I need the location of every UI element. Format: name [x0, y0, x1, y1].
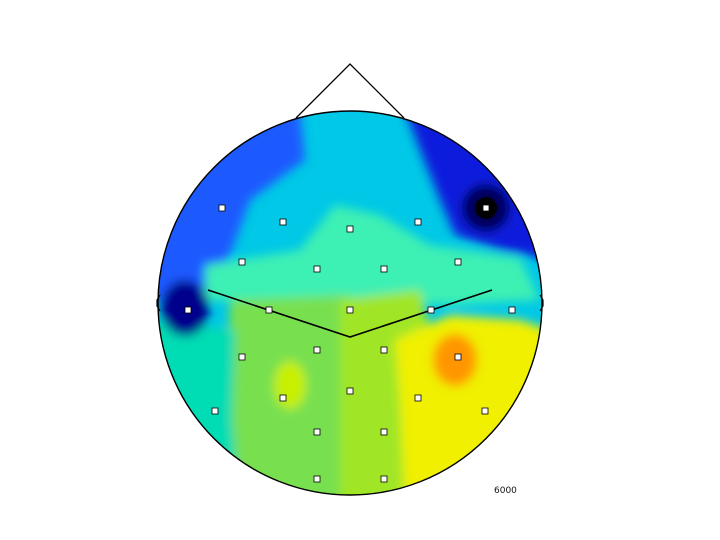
latency-label: 6000 [494, 486, 517, 496]
electrode-marker [454, 353, 462, 361]
electrode-marker [481, 407, 489, 415]
electrode-marker [313, 475, 321, 483]
electrode-markers [184, 204, 516, 483]
electrode-marker [380, 265, 388, 273]
electrode-marker [346, 387, 354, 395]
electrode-marker [238, 258, 246, 266]
electrode-marker [279, 218, 287, 226]
electrode-marker [313, 265, 321, 273]
electrode-marker [508, 306, 516, 314]
electrode-marker [380, 346, 388, 354]
head-outline [157, 110, 543, 496]
electrode-marker [414, 394, 422, 402]
electrode-marker [218, 204, 226, 212]
right-ear [539, 294, 544, 312]
electrode-marker [482, 204, 490, 212]
electrode-marker [184, 306, 192, 314]
electrode-marker [313, 346, 321, 354]
electrode-marker [454, 258, 462, 266]
scalp-potential-map [158, 111, 542, 495]
electrode-marker [346, 306, 354, 314]
electrode-marker [427, 306, 435, 314]
nose-outline [295, 63, 405, 119]
electrode-marker [346, 225, 354, 233]
region-central-band [205, 205, 540, 305]
electrode-marker [380, 428, 388, 436]
electrode-marker [265, 306, 273, 314]
region-occipital [274, 361, 306, 409]
electrode-marker [279, 394, 287, 402]
reference-v-line [207, 289, 493, 338]
electrode-marker [238, 353, 246, 361]
left-ear [156, 294, 161, 312]
electrode-marker [380, 475, 388, 483]
electrode-marker [414, 218, 422, 226]
electrode-marker [211, 407, 219, 415]
electrode-marker [313, 428, 321, 436]
